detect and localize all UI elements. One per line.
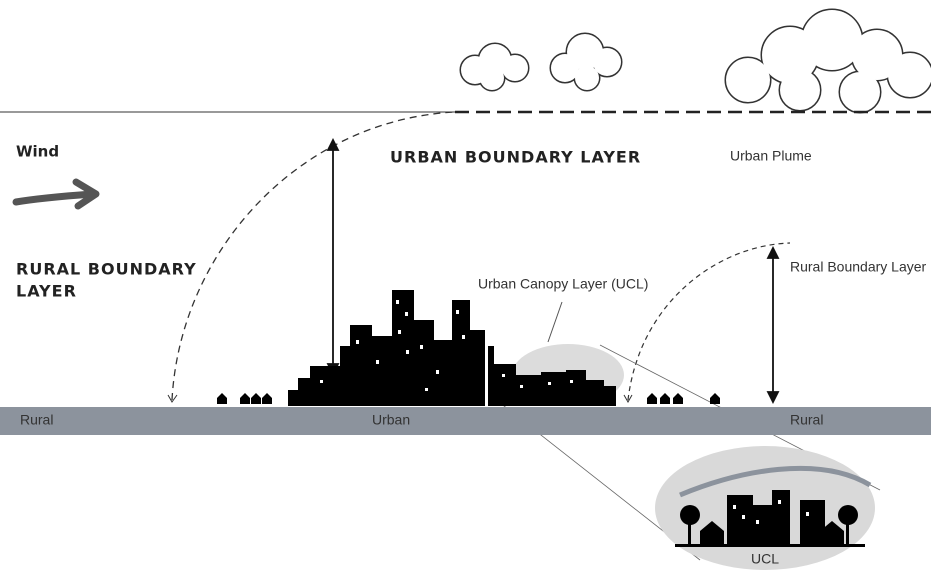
wind-arrow bbox=[12, 178, 100, 210]
ucl-inset: UCL bbox=[655, 446, 875, 570]
arrow-head bbox=[167, 394, 178, 403]
urban-boundary-layer-label: URBAN BOUNDARY LAYER bbox=[390, 148, 641, 167]
rural-boundary-layer-label: RURAL BOUNDARY bbox=[16, 260, 197, 279]
rural-boundary-layer-label: LAYER bbox=[16, 282, 77, 301]
ground-label: Rural bbox=[20, 412, 53, 428]
city-skyline bbox=[288, 290, 616, 406]
rural-boundary-arc bbox=[627, 242, 791, 401]
leader-line bbox=[547, 301, 563, 343]
inset-label: UCL bbox=[751, 551, 779, 567]
ground-label: Rural bbox=[790, 412, 823, 428]
rural-boundary-layer-right-label: Rural Boundary Layer bbox=[790, 259, 927, 275]
houses bbox=[217, 393, 720, 404]
ground-label: Urban bbox=[372, 412, 410, 428]
clouds bbox=[459, 8, 931, 114]
urban-plume-label: Urban Plume bbox=[730, 148, 812, 164]
ucl-label: Urban Canopy Layer (UCL) bbox=[478, 276, 648, 292]
wind-label: Wind bbox=[16, 143, 59, 161]
urban-boundary-arc bbox=[171, 111, 456, 401]
windows bbox=[320, 300, 573, 391]
ground-band bbox=[0, 407, 931, 435]
arrow-head bbox=[623, 394, 633, 404]
